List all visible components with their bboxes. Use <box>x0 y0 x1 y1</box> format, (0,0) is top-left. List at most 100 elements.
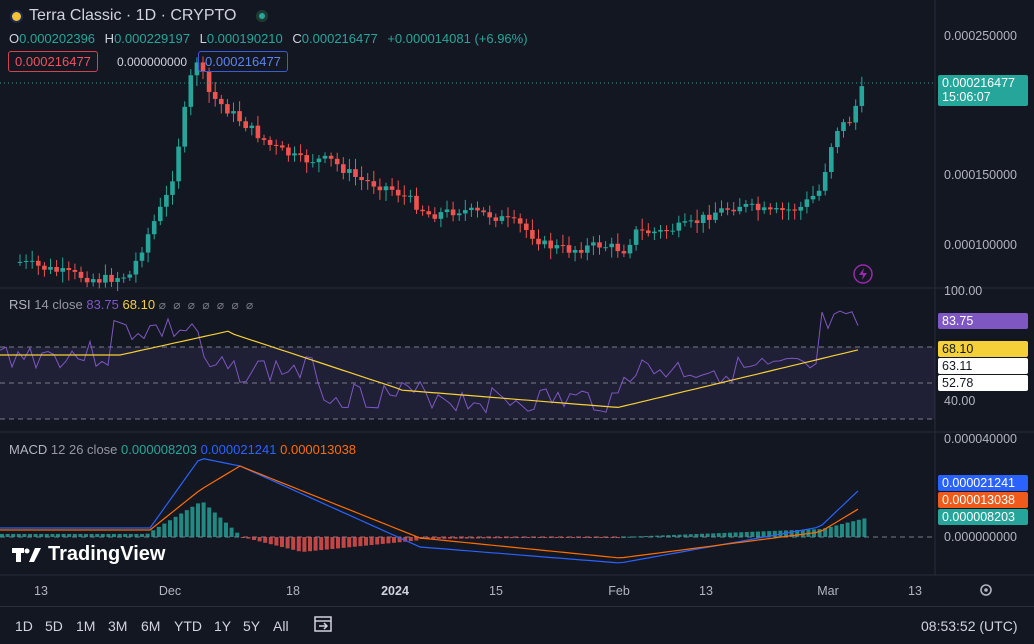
rsi-legend[interactable]: RSI 14 close 83.75 68.10 ⌀ ⌀ ⌀ ⌀ ⌀ ⌀ ⌀ <box>9 297 255 312</box>
symbol-title[interactable]: Terra Classic · 1D · CRYPTO <box>10 7 269 25</box>
macd-histogram-bar <box>632 536 637 538</box>
chart-canvas[interactable] <box>0 0 1034 606</box>
candle-body <box>829 147 834 173</box>
candle-body <box>548 240 553 249</box>
macd-histogram-bar <box>515 537 520 539</box>
macd-histogram-bar <box>240 537 245 538</box>
settings-gear-icon[interactable] <box>980 584 992 596</box>
macd-histogram-bar <box>319 537 324 551</box>
macd-histogram-bar <box>280 537 284 547</box>
macd-histogram-bar <box>330 537 335 549</box>
macd-histogram-bar <box>565 537 570 538</box>
candle-body <box>145 234 151 253</box>
alert-bolt-icon[interactable] <box>853 264 873 284</box>
candle-body <box>103 274 108 283</box>
candle-body <box>225 104 230 114</box>
macd-histogram-bar <box>414 537 419 541</box>
macd-histogram-bar <box>593 537 598 538</box>
macd-histogram-bar <box>173 516 178 537</box>
candle-body <box>499 216 505 221</box>
macd-histogram-bar <box>554 537 559 538</box>
macd-histogram-bar <box>156 526 161 537</box>
macd-hist-tag: 0.000008203 <box>938 509 1028 525</box>
macd-histogram-bar <box>722 532 727 537</box>
timeframe-1m-button[interactable]: 1M <box>76 618 96 634</box>
timeframe-all-button[interactable]: All <box>273 618 289 634</box>
buy-button[interactable]: 0.000216477 <box>198 51 288 72</box>
macd-axis-label: 0.000040000 <box>944 432 1017 446</box>
rsi-label: RSI <box>9 297 31 312</box>
macd-histogram-bar <box>453 537 458 539</box>
candle-body <box>292 153 297 156</box>
candle-body <box>267 139 273 145</box>
macd-histogram-bar <box>666 535 671 537</box>
candle-body <box>707 214 712 220</box>
timeframe-ytd-button[interactable]: YTD <box>174 618 202 634</box>
timeframe-5d-button[interactable]: 5D <box>45 618 63 634</box>
candle-body <box>621 251 627 254</box>
candle-body <box>768 207 773 210</box>
macd-histogram-bar <box>840 524 844 537</box>
candle-body <box>670 230 675 232</box>
candle-body <box>164 194 169 207</box>
candle-body <box>36 260 41 266</box>
candle-body <box>206 71 212 93</box>
macd-histogram-bar <box>145 533 150 537</box>
macd-histogram-bar <box>509 537 514 539</box>
candle-body <box>255 125 261 139</box>
timeframe-6m-button[interactable]: 6M <box>141 618 161 634</box>
macd-histogram-bar <box>252 537 256 540</box>
macd-histogram-bar <box>739 532 744 537</box>
macd-histogram-bar <box>817 529 822 537</box>
macd-histogram-bar <box>823 528 828 537</box>
macd-histogram-bar <box>179 513 184 537</box>
date-range-icon[interactable] <box>313 614 333 634</box>
candle-body <box>517 218 523 224</box>
candle-body <box>530 229 535 239</box>
macd-histogram-bar <box>448 537 452 539</box>
timeframe-3m-button[interactable]: 3M <box>108 618 128 634</box>
macd-histogram-bar <box>246 537 251 539</box>
candle-body <box>286 147 291 156</box>
macd-histogram-bar <box>705 533 710 537</box>
candle-body <box>786 209 791 211</box>
macd-histogram-bar <box>588 537 592 538</box>
utc-clock[interactable]: 08:53:52 (UTC) <box>921 618 1018 634</box>
timeframe-1y-button[interactable]: 1Y <box>214 618 232 634</box>
symbol-title-text: Terra Classic · 1D · CRYPTO <box>29 7 237 24</box>
candle-body <box>798 206 804 211</box>
macd-histogram-bar <box>582 537 587 538</box>
macd-histogram-bar <box>106 534 111 537</box>
timeframe-5y-button[interactable]: 5Y <box>243 618 261 634</box>
macd-histogram-bar <box>464 537 469 539</box>
candle-body <box>60 268 65 272</box>
macd-histogram-bar <box>834 525 839 537</box>
macd-legend[interactable]: MACD 12 26 close 0.000008203 0.000021241… <box>9 442 356 457</box>
macd-signal-value: 0.000013038 <box>280 442 357 457</box>
macd-line-tag: 0.000021241 <box>938 475 1028 491</box>
time-axis-label: 2024 <box>381 584 409 598</box>
market-status-icon[interactable] <box>256 10 269 22</box>
tradingview-logo[interactable]: TradingView <box>12 543 165 566</box>
candle-body <box>188 75 194 107</box>
macd-histogram-bar <box>459 537 464 539</box>
candle-body <box>139 252 145 261</box>
macd-histogram-bar <box>364 537 368 546</box>
macd-params: 12 26 close <box>50 442 118 457</box>
macd-histogram-bar <box>5 534 10 537</box>
macd-histogram-bar <box>324 537 329 550</box>
macd-signal-line <box>0 465 859 559</box>
sell-button[interactable]: 0.000216477 <box>8 51 98 72</box>
macd-histogram-bar <box>436 537 441 539</box>
spread-value: 0.000000000 <box>117 55 188 69</box>
macd-histogram-bar <box>392 537 396 543</box>
macd-histogram-bar <box>201 502 206 537</box>
candle-body <box>182 106 187 147</box>
macd-histogram-bar <box>660 535 665 537</box>
candle-body <box>603 247 608 249</box>
candle-body <box>755 203 761 211</box>
macd-histogram-bar <box>828 526 833 537</box>
timeframe-1d-button[interactable]: 1D <box>15 618 33 634</box>
macd-histogram-bar <box>431 537 436 539</box>
macd-histogram-bar <box>61 534 66 537</box>
